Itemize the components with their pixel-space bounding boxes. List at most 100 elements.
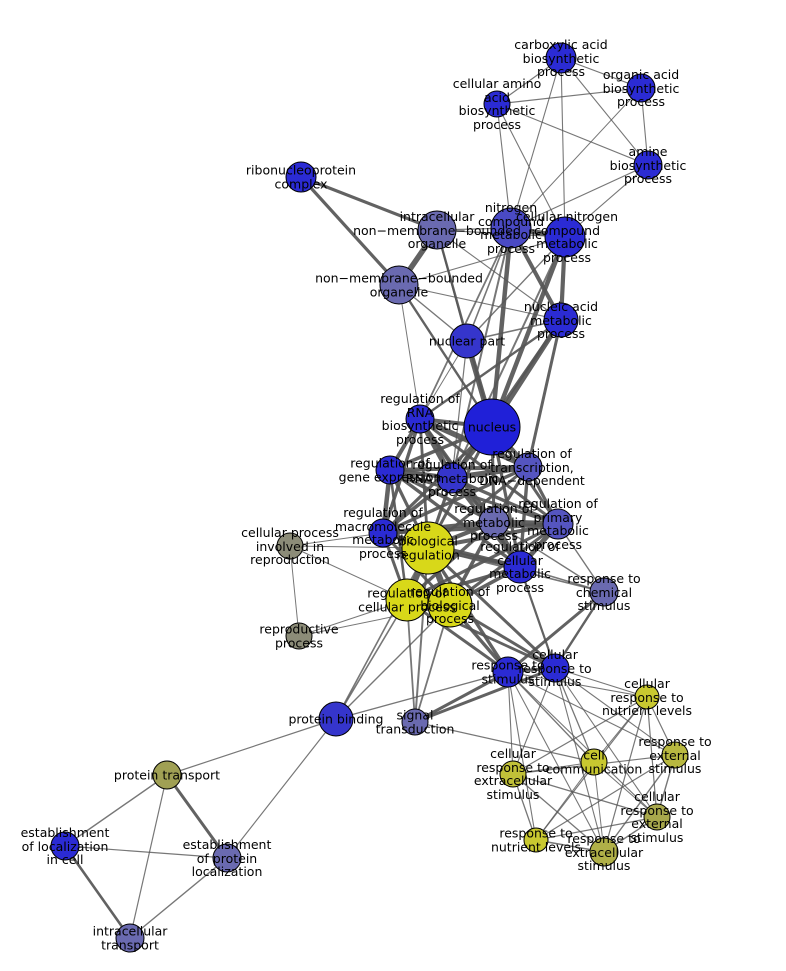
graph-edge [535, 816, 658, 841]
graph-edge [560, 57, 566, 238]
graph-node-intracellular-non-membrane-bounded-organelle[interactable] [417, 210, 457, 250]
graph-node-regulation-of-cellular-process[interactable] [385, 578, 429, 622]
graph-edge [165, 773, 229, 860]
graph-edge [512, 667, 556, 775]
graph-edge [554, 667, 595, 763]
graph-edge [436, 229, 562, 321]
graph-edge [64, 845, 228, 859]
graph-edge [489, 225, 514, 430]
graph-node-regulation-of-metabolic-process[interactable] [478, 506, 510, 538]
graph-node-intracellular-transport[interactable] [115, 923, 145, 953]
graph-node-regulation-of-biological-process[interactable] [427, 582, 473, 628]
graph-edge [419, 227, 512, 420]
graph-node-signal-transduction[interactable] [401, 708, 429, 736]
graph-node-biological-regulation[interactable] [401, 521, 455, 575]
graph-edge [335, 604, 451, 720]
graph-edge [129, 774, 168, 939]
graph-node-nucleic-acid-metabolic-process[interactable] [543, 302, 579, 338]
graph-node-response-to-nutrient-levels[interactable] [523, 827, 549, 853]
graph-edge [510, 57, 562, 229]
graph-edge [560, 57, 649, 166]
graph-node-regulation-of-cellular-metabolic-process[interactable] [503, 550, 537, 584]
graph-edge [413, 670, 510, 724]
graph-node-carboxylic-acid-biosynthetic-process[interactable] [545, 42, 577, 74]
graph-edge [426, 546, 557, 670]
graph-edge [603, 754, 676, 853]
graph-edge [535, 754, 676, 841]
graph-edge [289, 532, 384, 547]
graph-edge [299, 175, 439, 232]
graph-edge [289, 545, 300, 637]
graph-edge [496, 103, 566, 238]
graph-edge [646, 696, 658, 818]
graph-edge [512, 773, 605, 853]
graph-edge [493, 521, 605, 593]
graph-edge [398, 284, 421, 420]
graph-node-response-to-chemical-stimulus[interactable] [589, 577, 619, 607]
graph-node-regulation-of-transcription-dna-dependent[interactable] [513, 452, 543, 482]
graph-edge [507, 671, 537, 841]
graph-edge [388, 468, 496, 524]
graph-edge [466, 236, 566, 342]
graph-edge [593, 761, 605, 853]
graph-edge [506, 590, 606, 674]
graph-edge [518, 565, 557, 670]
graph-edge [489, 234, 568, 430]
graph-edge [535, 761, 595, 841]
graph-node-establishment-of-protein-localization[interactable] [212, 843, 242, 873]
graph-node-response-to-stimulus[interactable] [492, 656, 524, 688]
graph-node-nucleus[interactable] [463, 398, 521, 456]
graph-edge [398, 284, 562, 321]
graph-node-establishment-of-localization-in-cell[interactable] [50, 831, 80, 861]
graph-node-response-to-extracellular-stimulus[interactable] [589, 837, 619, 867]
graph-edge [398, 236, 566, 286]
graph-edge [512, 696, 648, 775]
graph-edge [129, 857, 228, 939]
graph-edge [388, 468, 560, 526]
graph-node-cellular-response-to-extracellular-stimulus[interactable] [499, 760, 527, 788]
graph-node-organic-acid-biosynthetic-process[interactable] [626, 73, 656, 103]
graph-edge [496, 103, 512, 229]
graph-edge [335, 599, 408, 720]
graph-node-cellular-response-to-external-stimulus[interactable] [643, 803, 671, 831]
graph-node-regulation-of-rna-biosynthetic-process[interactable] [405, 404, 435, 434]
graph-edge [554, 667, 658, 818]
graph-edge [510, 164, 649, 229]
edge-layer [63, 57, 676, 940]
graph-edge [496, 103, 649, 166]
graph-node-amine-biosynthetic-process[interactable] [633, 150, 663, 180]
graph-edge [507, 671, 658, 818]
graph-node-regulation-of-rna-metabolic-process[interactable] [436, 462, 468, 494]
graph-node-non-membrane-bounded-organelle[interactable] [379, 265, 419, 305]
graph-node-protein-binding[interactable] [318, 701, 354, 737]
graph-edge [298, 604, 451, 637]
graph-node-ribonucleoprotein-complex[interactable] [285, 161, 317, 193]
graph-edge [507, 671, 676, 756]
graph-node-response-to-external-stimulus[interactable] [661, 741, 689, 769]
graph-node-regulation-of-gene-expression[interactable] [375, 455, 405, 485]
graph-edge [526, 318, 563, 469]
graph-node-cellular-nitrogen-compound-metabolic-process[interactable] [544, 216, 586, 258]
graph-edge [63, 844, 132, 940]
graph-node-reproductive-process[interactable] [285, 622, 313, 650]
graph-edge [418, 318, 563, 421]
node-layer [50, 42, 689, 953]
graph-node-regulation-of-macromolecule-metabolic-process[interactable] [368, 518, 398, 548]
graph-node-regulation-of-primary-metabolic-process[interactable] [542, 508, 574, 540]
graph-node-cellular-amino-acid-biosynthetic-process[interactable] [483, 90, 511, 118]
graph-node-cell-communication[interactable] [580, 748, 608, 776]
graph-edge [507, 671, 605, 853]
graph-node-cellular-response-to-stimulus[interactable] [540, 653, 570, 683]
graph-node-protein-transport[interactable] [152, 760, 182, 790]
graph-node-cellular-process-involved-in-reproduction[interactable] [276, 532, 304, 560]
graph-node-cellular-response-to-nutrient-levels[interactable] [634, 684, 660, 710]
graph-node-nitrogen-compound-metabolic-process[interactable] [490, 207, 532, 249]
graph-node-nuclear-part[interactable] [449, 323, 485, 359]
graph-edge [603, 696, 648, 853]
graph-edge [554, 667, 605, 853]
graph-edge [335, 671, 509, 720]
graph-edge [554, 667, 648, 698]
graph-edge [496, 87, 642, 105]
